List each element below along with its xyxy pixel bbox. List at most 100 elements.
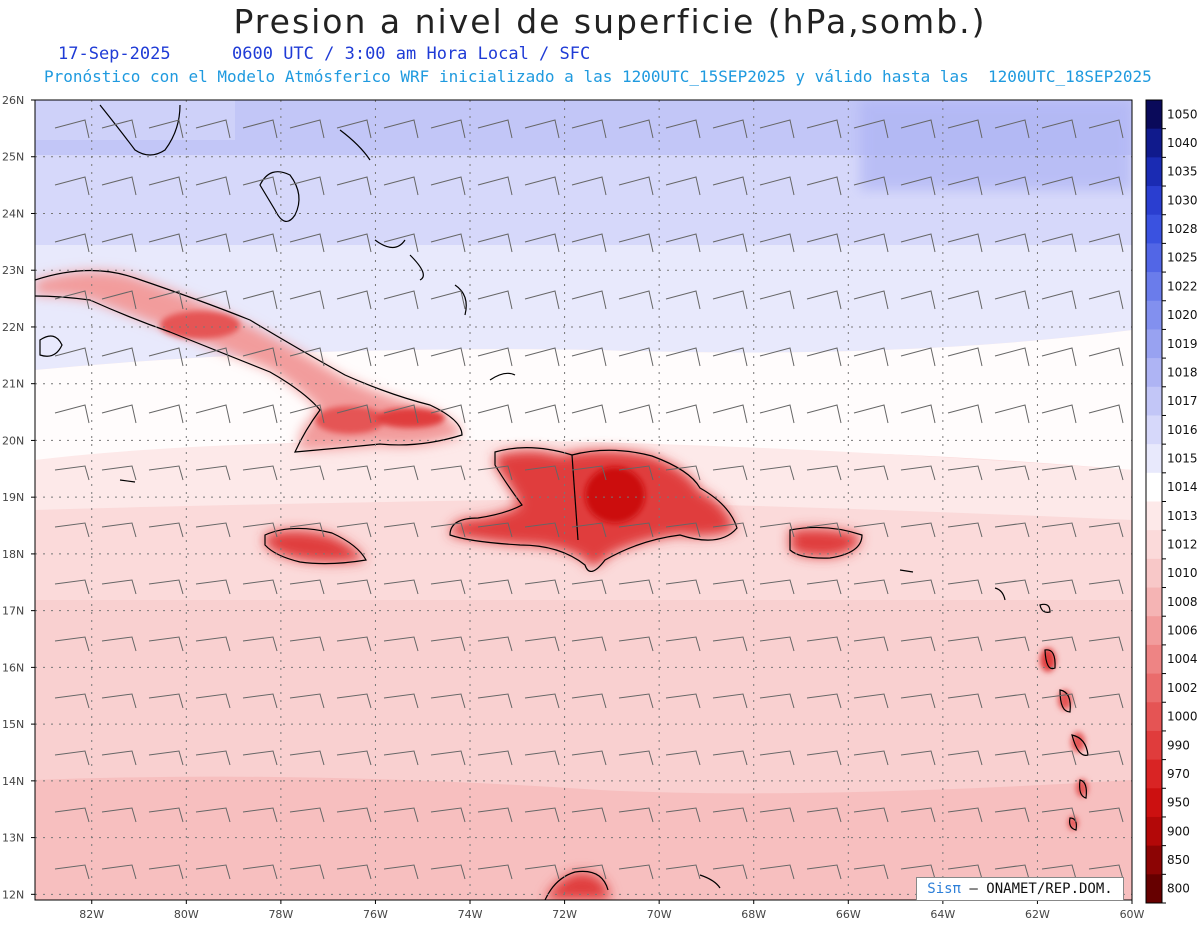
lat-tick-label: 17N: [2, 605, 24, 618]
wind-barb: [383, 465, 419, 481]
lon-tick-label: 62W: [1025, 908, 1050, 921]
wind-barb: [994, 404, 1030, 424]
wind-barb: [289, 864, 325, 880]
wind-barb: [101, 750, 137, 766]
colorbar-label: 970: [1167, 767, 1190, 781]
wind-barb: [289, 233, 325, 253]
wind-barb: [430, 636, 466, 652]
wind-barb: [618, 522, 654, 538]
wind-barb: [1041, 119, 1077, 139]
wind-barb: [289, 290, 325, 310]
wind-barb: [1088, 176, 1124, 196]
wind-barb: [1041, 693, 1077, 709]
wind-barb: [665, 693, 701, 709]
wind-barb: [101, 233, 137, 253]
wind-barb: [806, 347, 842, 367]
wind-barb: [806, 290, 842, 310]
wind-barb: [947, 347, 983, 367]
forecast-info: Pronóstico con el Modelo Atmósferico WRF…: [44, 67, 1152, 86]
wind-barb: [712, 290, 748, 310]
wind-barb: [853, 119, 889, 139]
wind-barb: [54, 693, 90, 709]
wind-barb: [712, 465, 748, 481]
lat-tick-label: 22N: [2, 321, 24, 334]
wind-barb: [289, 636, 325, 652]
wind-barb: [148, 693, 184, 709]
lat-tick-label: 26N: [2, 94, 24, 107]
wind-barb: [242, 119, 278, 139]
wind-barb: [1041, 233, 1077, 253]
lat-tick-label: 23N: [2, 264, 24, 277]
wind-barb: [477, 636, 513, 652]
wind-barb: [900, 807, 936, 823]
colorbar-label: 1030: [1167, 193, 1198, 207]
colorbar-label: 1022: [1167, 279, 1198, 293]
wind-barb: [383, 579, 419, 595]
wind-barb: [336, 347, 372, 367]
wind-barb: [618, 233, 654, 253]
wind-barb: [101, 807, 137, 823]
wind-barb: [900, 347, 936, 367]
wind-barb: [430, 807, 466, 823]
wind-barb: [1088, 579, 1124, 595]
wind-barb: [571, 465, 607, 481]
wind-barb: [242, 864, 278, 880]
wind-barb: [289, 119, 325, 139]
wind-barb: [947, 176, 983, 196]
wind-barb: [242, 636, 278, 652]
lat-tick-label: 19N: [2, 491, 24, 504]
colorbar-label: 1025: [1167, 251, 1198, 265]
colorbar-swatch: [1146, 100, 1162, 130]
lat-tick-label: 18N: [2, 548, 24, 561]
wind-barb: [618, 119, 654, 139]
colorbar-label: 1015: [1167, 451, 1198, 465]
wind-barb: [1088, 750, 1124, 766]
wind-barb: [900, 579, 936, 595]
wind-barb: [994, 522, 1030, 538]
wind-barb: [242, 404, 278, 424]
wind-barb: [900, 636, 936, 652]
colorbar-label: 990: [1167, 738, 1190, 752]
wind-barb: [900, 465, 936, 481]
wind-barb: [101, 465, 137, 481]
wind-barb: [477, 404, 513, 424]
lon-tick-label: 80W: [174, 908, 199, 921]
wind-barb: [242, 522, 278, 538]
wind-barb: [101, 579, 137, 595]
wind-barb: [242, 693, 278, 709]
wind-barb: [54, 233, 90, 253]
wind-barb: [853, 864, 889, 880]
lat-tick-label: 20N: [2, 434, 24, 447]
lon-tick-label: 60W: [1120, 908, 1145, 921]
wind-barb: [477, 864, 513, 880]
wind-barb: [101, 693, 137, 709]
wind-barb: [618, 176, 654, 196]
wind-barb: [430, 465, 466, 481]
wind-barb: [994, 864, 1030, 880]
colorbar-swatch: [1146, 358, 1162, 388]
wind-barb: [1041, 522, 1077, 538]
wind-barb: [665, 807, 701, 823]
colorbar-label: 1000: [1167, 710, 1198, 724]
colorbar-label: 1008: [1167, 595, 1198, 609]
colorbar-label: 1004: [1167, 652, 1198, 666]
colorbar-swatch: [1146, 644, 1162, 675]
wind-barb: [665, 579, 701, 595]
wind-barb: [806, 807, 842, 823]
wind-barb: [947, 864, 983, 880]
wind-barb: [712, 864, 748, 880]
wind-barb: [524, 579, 560, 595]
page-title: Presion a nivel de superficie (hPa,somb.…: [233, 2, 987, 41]
colorbar-swatch: [1146, 386, 1162, 416]
wind-barb: [759, 750, 795, 766]
date-text: 17-Sep-2025: [58, 44, 171, 64]
wind-barb: [336, 404, 372, 424]
wind-barb: [759, 579, 795, 595]
wind-barb: [947, 750, 983, 766]
lat-tick-label: 12N: [2, 888, 24, 901]
wind-barb: [195, 404, 231, 424]
wind-barb: [900, 290, 936, 310]
colorbar-label: 1006: [1167, 624, 1198, 638]
wind-barb: [759, 290, 795, 310]
colorbar-swatch: [1146, 816, 1162, 847]
